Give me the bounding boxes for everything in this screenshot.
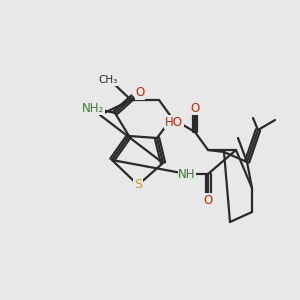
Text: O: O — [135, 86, 145, 100]
Text: O: O — [203, 194, 213, 206]
Text: O: O — [190, 101, 200, 115]
Text: NH₂: NH₂ — [82, 101, 104, 115]
Text: HO: HO — [165, 116, 183, 128]
Text: S: S — [134, 178, 142, 191]
Text: CH₃: CH₃ — [98, 75, 118, 85]
Text: NH: NH — [178, 167, 196, 181]
